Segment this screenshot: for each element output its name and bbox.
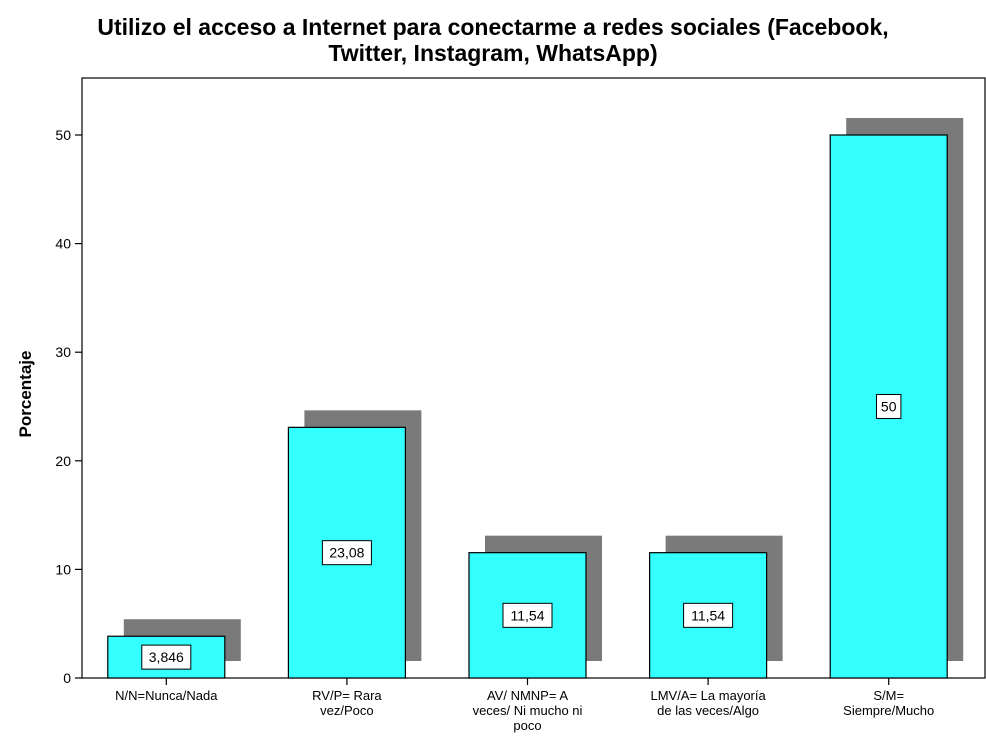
- y-tick-label: 30: [55, 344, 71, 360]
- chart-title: Utilizo el acceso a Internet para conect…: [0, 14, 986, 66]
- chart-title-line-1: Utilizo el acceso a Internet para conect…: [97, 14, 889, 40]
- y-tick-label: 20: [55, 453, 71, 469]
- x-tick-label: S/M=: [873, 688, 904, 703]
- x-tick-label: RV/P= Rara: [312, 688, 382, 703]
- data-label: 11,54: [511, 607, 545, 623]
- x-tick-label: poco: [513, 718, 541, 733]
- data-label-box: [321, 540, 372, 566]
- data-label: 50: [881, 399, 897, 415]
- y-tick-label: 50: [55, 127, 71, 143]
- data-label-box: [502, 602, 553, 628]
- x-tick-label: veces/ Ni mucho ni: [473, 703, 583, 718]
- data-label-box: [141, 644, 192, 670]
- x-tick-label: vez/Poco: [320, 703, 373, 718]
- y-tick-label: 0: [63, 670, 71, 686]
- y-tick-label: 40: [55, 236, 71, 252]
- x-tick-label: N/N=Nunca/Nada: [115, 688, 218, 703]
- y-axis-label: Porcentaje: [16, 351, 35, 438]
- bars: 3,846 23,08 11,54 11,54 50: [107, 118, 964, 679]
- x-tick-label: AV/ NMNP= A: [487, 688, 568, 703]
- data-label: 3,846: [149, 649, 184, 665]
- y-axis: 0 10 20 30 40 50: [55, 127, 82, 686]
- data-label-box: [876, 394, 902, 419]
- y-tick-label: 10: [55, 561, 71, 577]
- data-label: 11,54: [691, 607, 725, 623]
- data-label-box: [683, 602, 734, 628]
- x-tick-label: de las veces/Algo: [657, 703, 759, 718]
- x-tick-label: Siempre/Mucho: [843, 703, 934, 718]
- x-tick-label: LMV/A= La mayoría: [650, 688, 766, 703]
- data-label: 23,08: [329, 545, 364, 561]
- chart-title-line-2: Twitter, Instagram, WhatsApp): [328, 40, 658, 66]
